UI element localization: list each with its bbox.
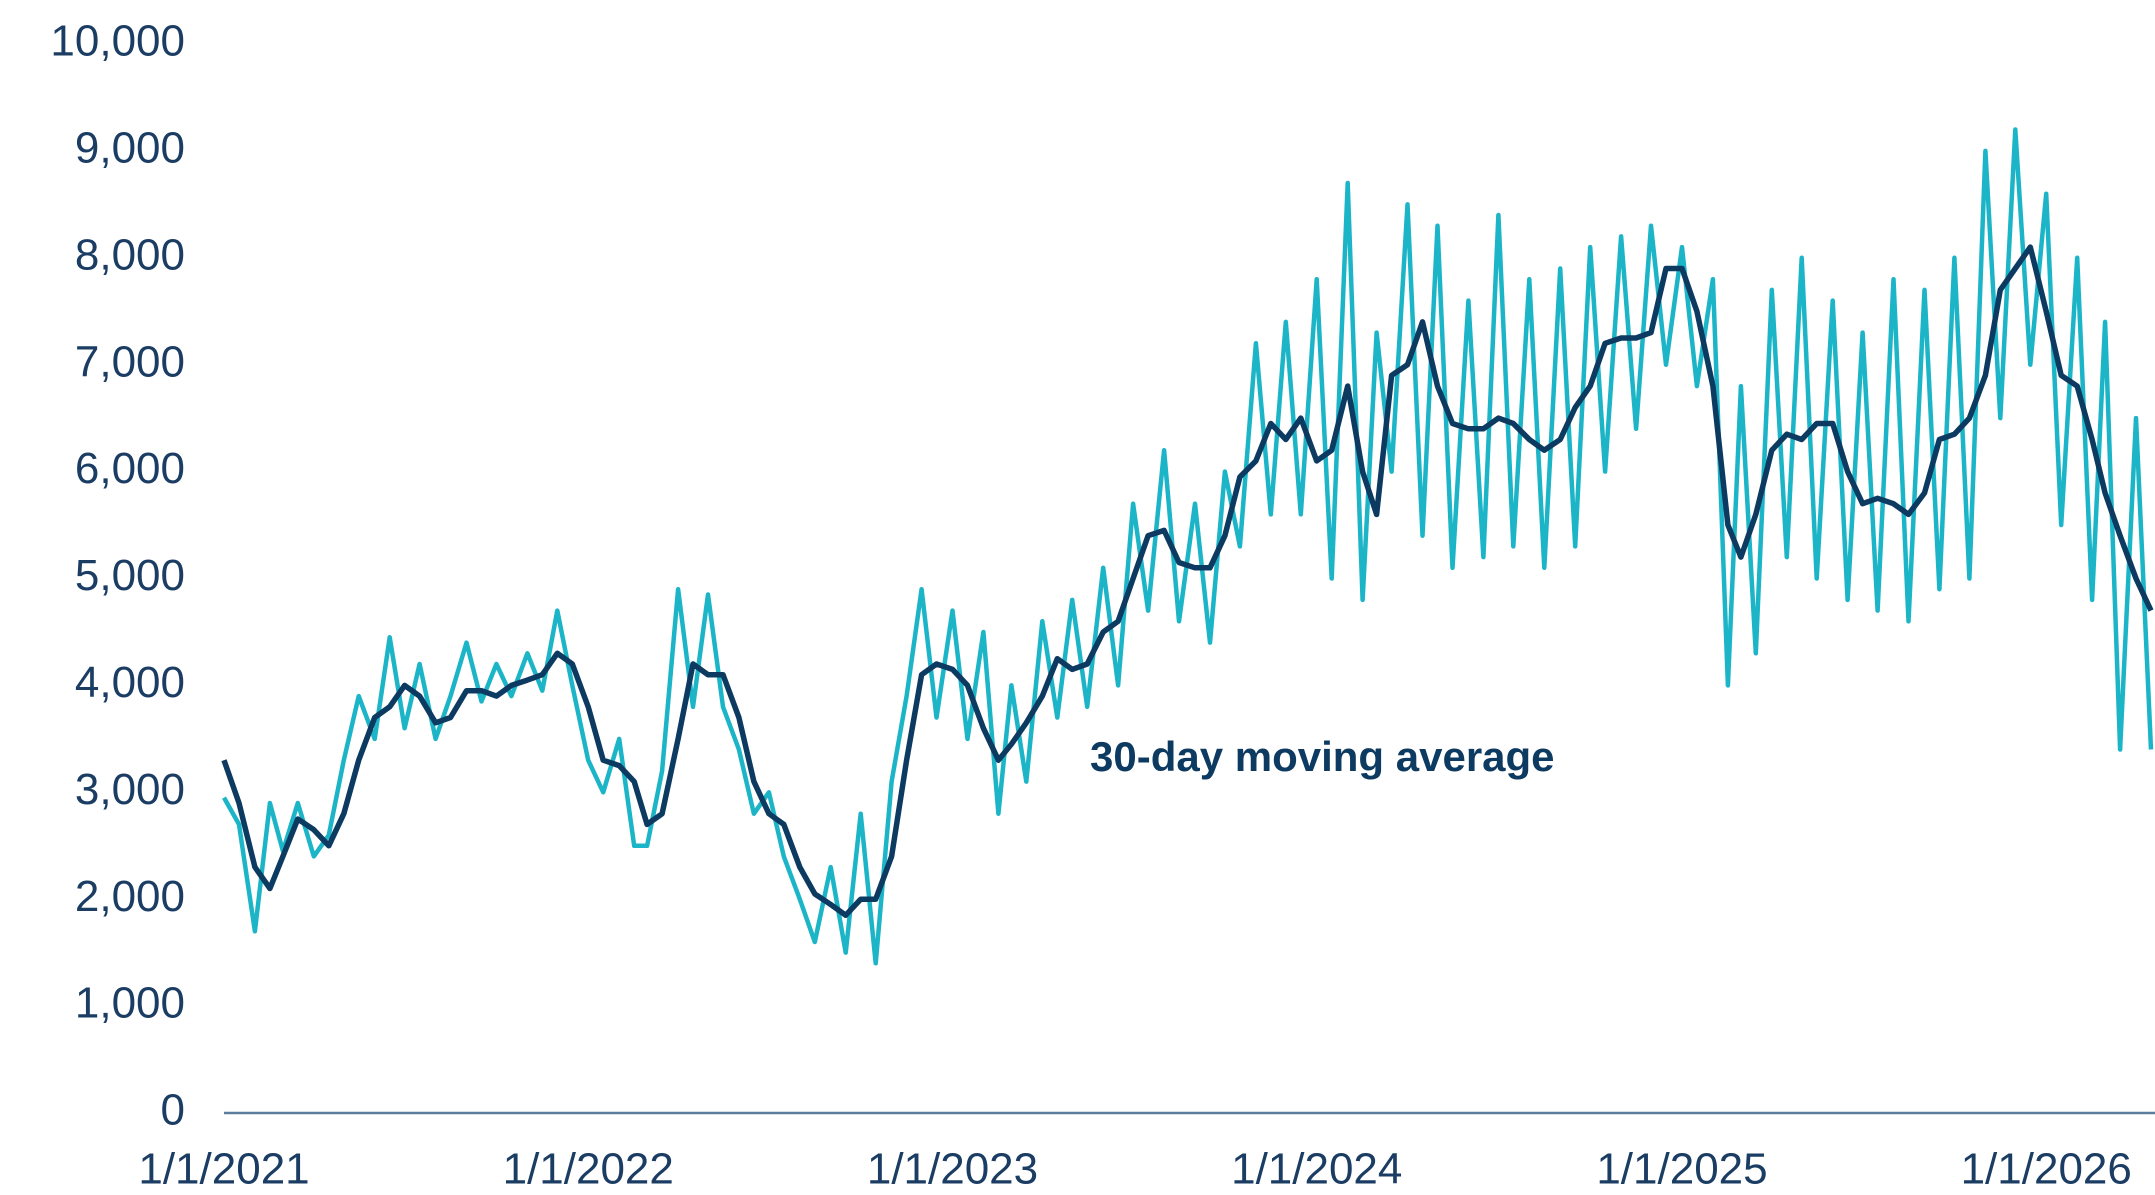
y-tick-label: 10,000 (50, 17, 185, 66)
y-tick-label: 1,000 (75, 979, 185, 1028)
y-tick-label: 9,000 (75, 124, 185, 173)
y-tick-label: 7,000 (75, 337, 185, 386)
y-tick-label: 0 (161, 1086, 185, 1135)
x-tick-label: 1/1/2023 (867, 1145, 1038, 1194)
series-line (221, 244, 2154, 918)
series-annotation: 30-day moving average (1090, 733, 1555, 780)
y-tick-label: 6,000 (75, 444, 185, 493)
y-tick-label: 4,000 (75, 658, 185, 707)
x-tick-label: 1/1/2022 (503, 1145, 674, 1194)
x-tick-label: 1/1/2025 (1596, 1145, 1767, 1194)
series-line (222, 127, 2154, 966)
x-tick-label: 1/1/2021 (138, 1145, 309, 1194)
y-tick-label: 3,000 (75, 765, 185, 814)
y-tick-label: 5,000 (75, 551, 185, 600)
y-tick-label: 2,000 (75, 872, 185, 921)
x-tick-label: 1/1/2026 (1961, 1145, 2132, 1194)
y-tick-label: 8,000 (75, 230, 185, 279)
x-tick-label: 1/1/2024 (1231, 1145, 1402, 1194)
